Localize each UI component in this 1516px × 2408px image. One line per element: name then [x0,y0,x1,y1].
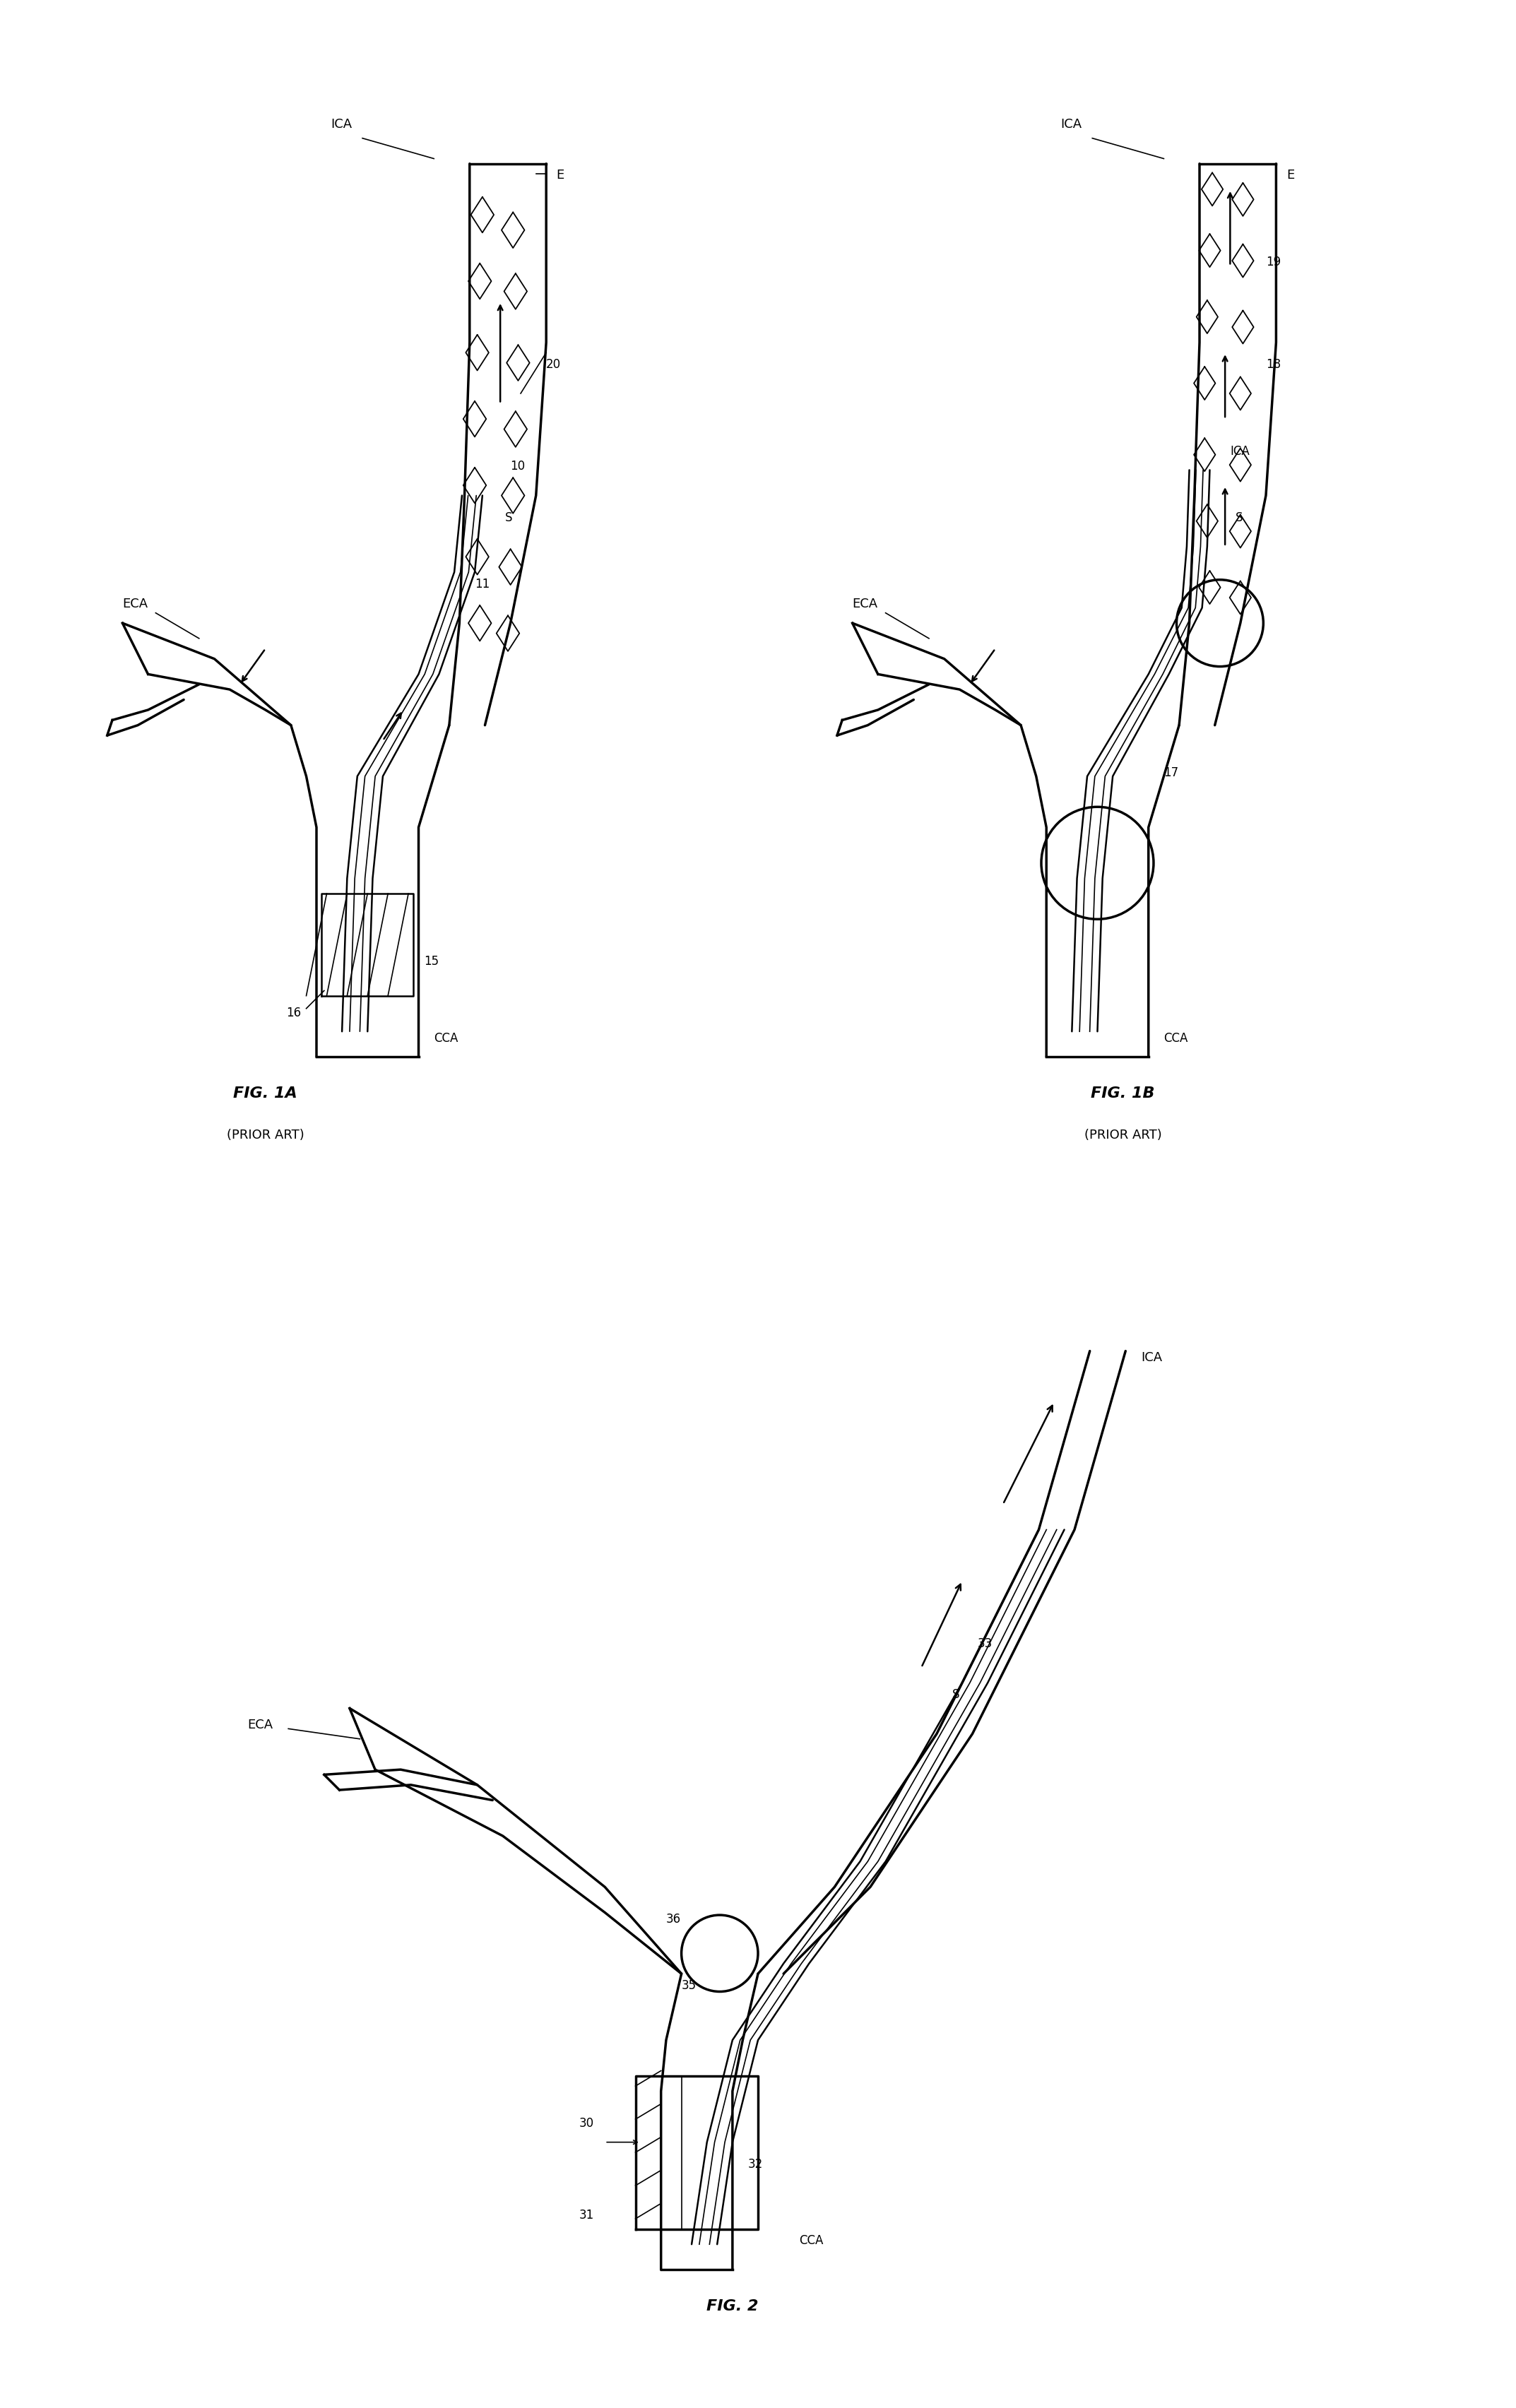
Text: 18: 18 [1266,359,1281,371]
Text: 31: 31 [579,2208,594,2223]
Text: 11: 11 [475,578,490,590]
Text: 35: 35 [681,1979,696,1991]
Text: 10: 10 [511,460,526,472]
Text: 20: 20 [546,359,561,371]
Text: CCA: CCA [1164,1031,1189,1045]
Text: ICA: ICA [1142,1351,1163,1363]
Text: 19: 19 [1266,255,1281,270]
Text: ECA: ECA [123,597,149,612]
Text: E: E [1286,169,1295,183]
Text: FIG. 2: FIG. 2 [706,2300,758,2314]
Text: E: E [556,169,564,183]
Text: (PRIOR ART): (PRIOR ART) [1084,1129,1161,1141]
Text: ICA: ICA [330,118,352,130]
Text: 15: 15 [423,956,438,968]
Text: FIG. 1A: FIG. 1A [233,1086,297,1100]
Text: ICA: ICA [1229,445,1249,458]
Text: 30: 30 [579,2117,594,2129]
Text: S: S [952,1688,960,1700]
Text: ICA: ICA [1061,118,1082,130]
Text: (PRIOR ART): (PRIOR ART) [227,1129,305,1141]
Text: 32: 32 [747,2158,763,2170]
Text: 17: 17 [1164,766,1179,780]
Text: 16: 16 [287,1007,300,1019]
Text: FIG. 1B: FIG. 1B [1092,1086,1155,1100]
Text: ECA: ECA [247,1719,273,1731]
Text: 33: 33 [978,1637,993,1649]
Text: CCA: CCA [799,2235,823,2247]
Text: S: S [505,510,512,525]
Text: ECA: ECA [852,597,878,612]
Text: 36: 36 [666,1912,681,1926]
Text: CCA: CCA [434,1031,458,1045]
Text: S: S [1236,510,1243,525]
